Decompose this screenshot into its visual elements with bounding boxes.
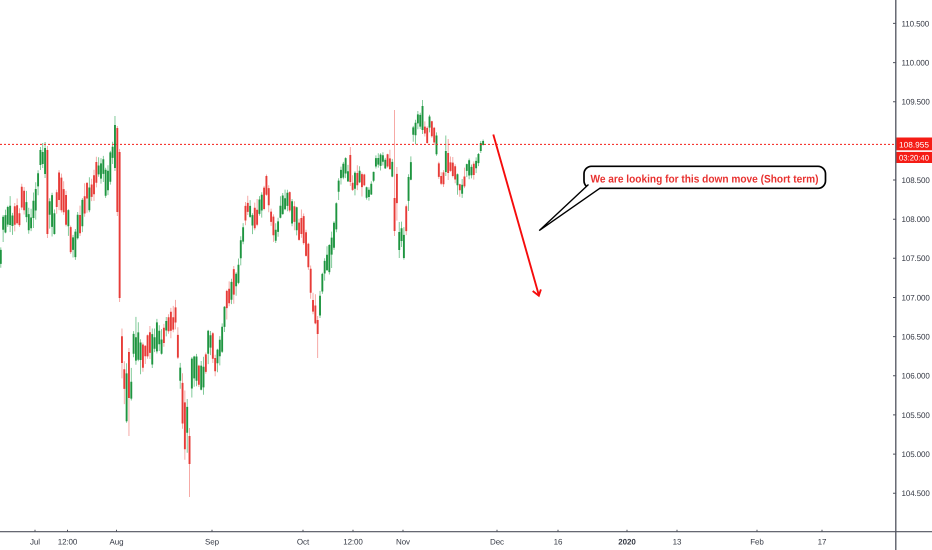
svg-text:Aug: Aug: [110, 537, 124, 546]
svg-text:106.000: 106.000: [902, 372, 931, 381]
svg-text:Oct: Oct: [297, 537, 310, 546]
svg-text:105.000: 105.000: [902, 450, 931, 459]
svg-text:2020: 2020: [618, 537, 636, 546]
svg-text:16: 16: [554, 537, 563, 546]
svg-text:108.955: 108.955: [899, 141, 930, 150]
svg-text:We are looking for this down m: We are looking for this down move (Short…: [591, 174, 819, 186]
svg-text:03:20:40: 03:20:40: [899, 153, 930, 162]
svg-text:110.000: 110.000: [902, 59, 930, 68]
svg-text:Nov: Nov: [396, 537, 410, 546]
svg-text:Feb: Feb: [750, 537, 764, 546]
svg-text:109.500: 109.500: [902, 98, 931, 107]
svg-text:17: 17: [818, 537, 827, 546]
svg-text:Dec: Dec: [490, 537, 504, 546]
svg-text:108.500: 108.500: [902, 176, 931, 185]
svg-text:107.000: 107.000: [902, 293, 931, 302]
svg-text:104.500: 104.500: [902, 489, 931, 498]
svg-text:106.500: 106.500: [902, 333, 931, 342]
svg-text:110.500: 110.500: [902, 19, 930, 28]
svg-text:Sep: Sep: [205, 537, 220, 546]
svg-text:107.500: 107.500: [902, 254, 931, 263]
svg-text:12:00: 12:00: [58, 537, 78, 546]
svg-text:12:00: 12:00: [343, 537, 363, 546]
svg-text:105.500: 105.500: [902, 411, 931, 420]
svg-text:Jul: Jul: [30, 537, 40, 546]
svg-text:13: 13: [673, 537, 682, 546]
svg-text:108.000: 108.000: [902, 215, 931, 224]
